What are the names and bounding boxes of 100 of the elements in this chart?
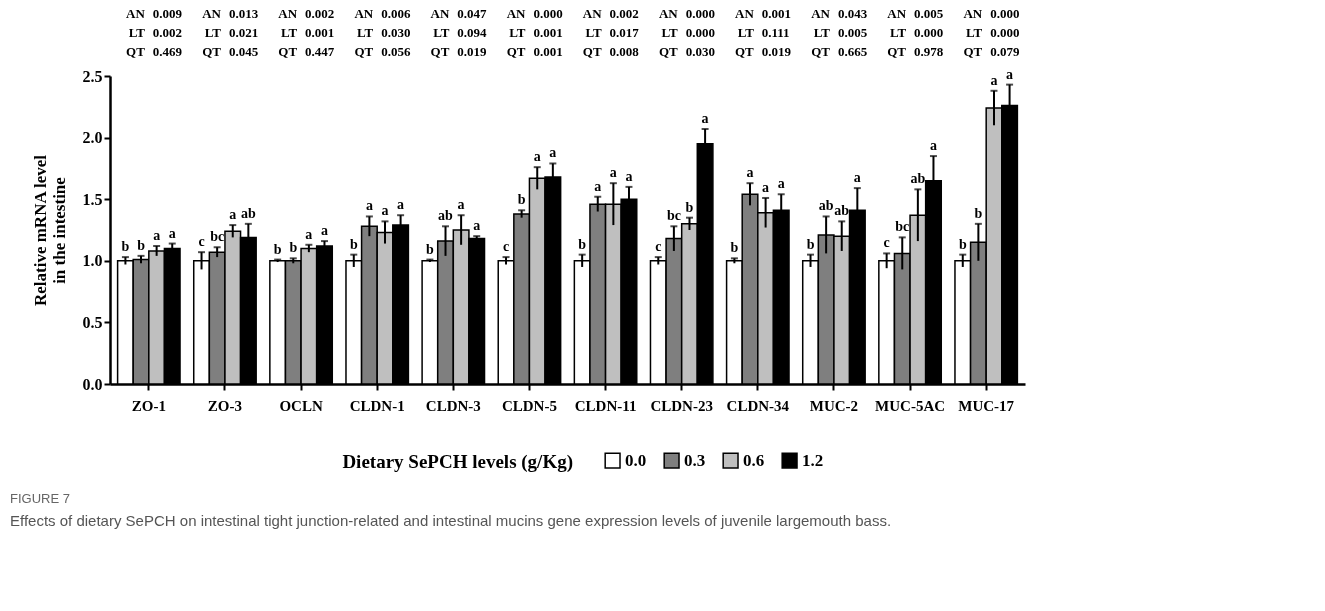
text: AN [354,6,374,21]
data-label: a [153,228,161,244]
text: 0.006 [381,6,411,21]
x-tick-label: CLDN-5 [501,397,557,414]
text: LT [585,25,602,40]
text: AN [126,6,146,21]
text: AN [658,6,679,21]
data-label: a [457,197,465,213]
y-tick-label: 2.5 [82,67,103,85]
x-tick-label: ZO-1 [131,397,166,414]
text: QT [430,44,450,59]
text: 0.019 [457,44,488,59]
text: 0.005 [914,6,944,21]
data-label: a [381,203,389,219]
text: QT [811,44,831,59]
data-label: b [806,236,815,252]
text: QT [126,44,146,59]
x-tick-label: CLDN-3 [425,397,481,414]
text: QT [658,44,678,59]
data-label: b [685,199,694,215]
y-axis-title: Relative mRNA level in the intestine [30,154,69,307]
text: AN [963,6,983,21]
data-label: c [655,239,662,255]
legend-label: 0.3 [684,450,706,470]
text: LT [966,25,983,40]
x-tick-label: MUC-2 [809,397,859,414]
text: QT [202,44,222,59]
data-label: a [397,197,405,213]
data-label: a [746,165,754,181]
data-label: ab [438,208,454,224]
data-label: a [929,138,937,154]
text: AN [811,6,831,21]
text: 0.045 [228,44,259,59]
text: 0.111 [761,25,790,40]
legend-label: 1.2 [802,450,824,470]
text: QT [582,44,602,59]
text: AN [430,6,450,21]
text: QT [506,44,526,59]
text: AN [735,6,755,21]
text: 0.000 [990,25,1020,40]
data-label: bc [895,219,910,235]
x-tick-label: ZO-3 [207,397,243,414]
text: 0.447 [305,44,335,59]
text: 0.009 [152,6,183,21]
text: AN [887,6,907,21]
data-label: bc [210,229,225,245]
text: 0.008 [609,44,640,59]
data-label: a [701,110,709,126]
data-label: ab [240,205,256,221]
data-label: a [762,179,770,195]
x-tick-label: CLDN-34 [726,397,790,414]
text: 0.978 [914,44,944,59]
text: LT [204,25,222,40]
text: AN [506,6,527,21]
text: 0.013 [228,6,259,21]
data-label: c [883,235,890,251]
data-label: a [320,223,328,239]
data-label: b [426,241,435,257]
text: LT [280,25,298,40]
text: AN [278,6,298,21]
x-tick-label: MUC-17 [958,397,1015,414]
data-label: ab [818,198,834,214]
data-label: bc [666,208,681,224]
data-label: ab [910,171,926,187]
text: LT [889,25,907,40]
data-label: b [273,241,282,257]
text: 0.469 [152,44,183,59]
data-label: a [777,176,785,192]
text: 0.056 [381,44,411,59]
text: 0.030 [381,25,411,40]
text: 0.002 [305,6,335,21]
x-tick-label: CLDN-1 [349,397,405,414]
text: LT [128,25,146,40]
text: LT [433,25,450,40]
text: QT [278,44,298,59]
data-label: b [137,237,146,253]
text: QT [354,44,374,59]
data-label: b [578,236,587,252]
text: 0.047 [457,6,488,21]
data-label: a [609,165,617,181]
text: 0.030 [685,44,715,59]
text: 0.017 [609,25,640,40]
data-label: b [289,240,298,256]
x-axis-title: Dietary SePCH levels (g/Kg) [342,451,573,473]
data-label: ab [834,203,850,219]
data-label: c [502,239,510,255]
text: 0.005 [837,25,868,40]
text: LT [357,25,374,40]
text: 0.000 [685,6,715,21]
y-tick-label: 0.5 [82,313,103,331]
text: 0.001 [533,44,563,59]
y-tick-label: 2.0 [82,129,103,147]
data-label: a [990,72,998,88]
text: 0.019 [761,44,792,59]
data-label: b [958,236,967,252]
text: 0.000 [990,6,1020,21]
text: LT [813,25,831,40]
text: QT [887,44,907,59]
y-tick-label: 0.0 [82,375,103,393]
data-label: a [229,207,237,223]
